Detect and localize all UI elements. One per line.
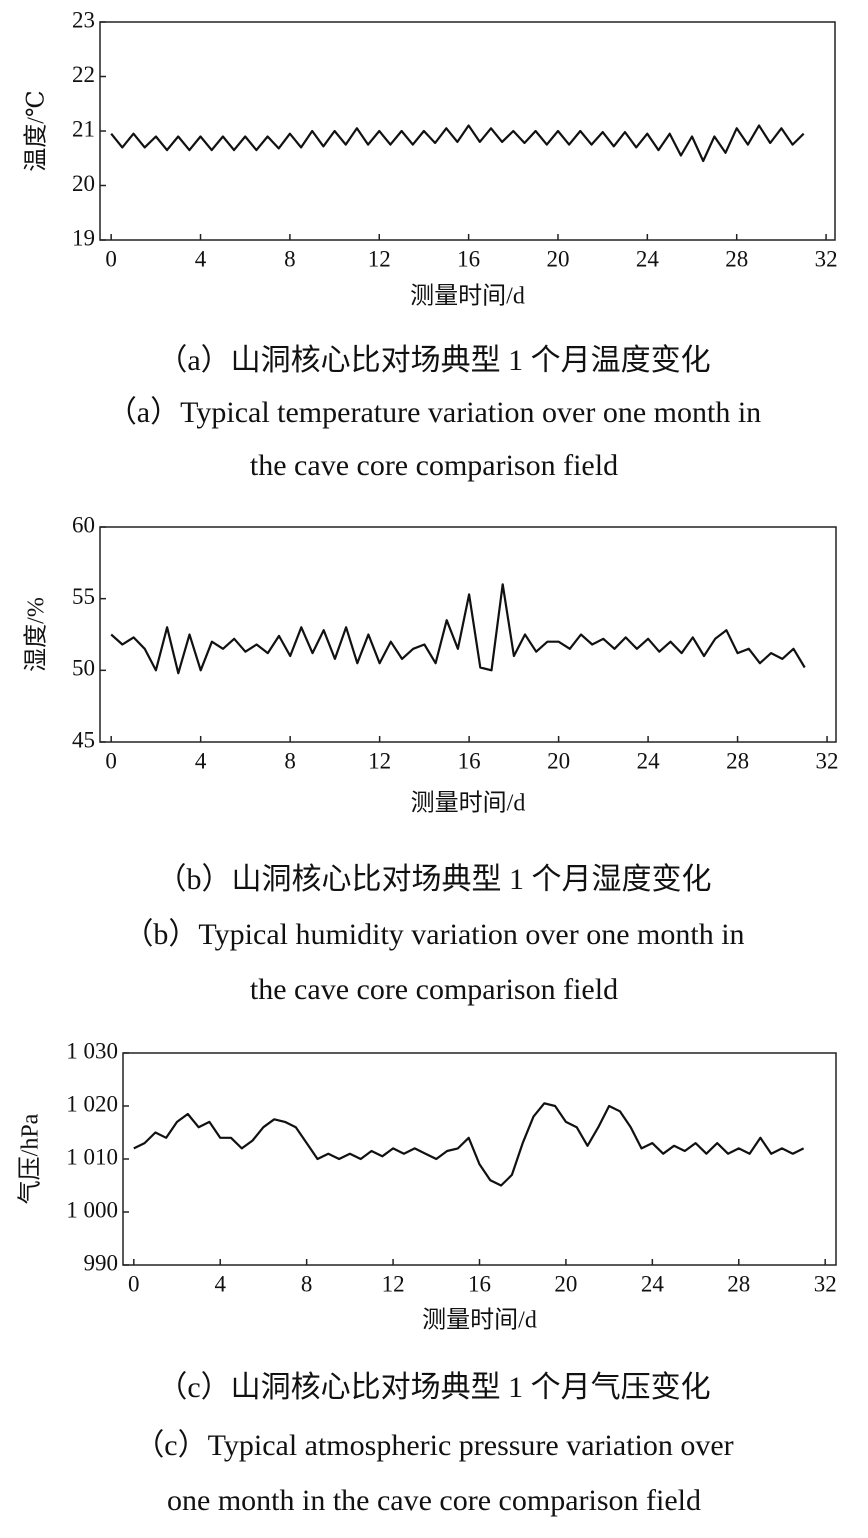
x-tick-label: 0	[105, 246, 117, 271]
plot-frame	[122, 1052, 837, 1266]
y-tick-label: 21	[72, 116, 95, 141]
y-tick-label: 22	[72, 62, 95, 87]
x-tick-label: 16	[468, 1271, 491, 1296]
caption-en: the cave core comparison field	[250, 973, 618, 1006]
x-axis-label: 测量时间/d	[411, 790, 526, 817]
x-tick-label: 4	[195, 748, 207, 773]
x-tick-label: 0	[105, 748, 117, 773]
plot-frame	[99, 526, 837, 743]
plot-frame	[99, 21, 836, 241]
y-axis-label: 气压/hPa	[17, 1113, 44, 1204]
x-axis-label: 测量时间/d	[410, 283, 525, 310]
caption-en: （b）Typical humidity variation over one m…	[123, 918, 744, 951]
x-tick-label: 32	[815, 246, 838, 271]
x-tick-label: 28	[725, 246, 748, 271]
y-tick-label: 1 020	[66, 1091, 118, 1116]
caption-en: one month in the cave core comparison fi…	[167, 1484, 701, 1517]
y-tick-label: 50	[72, 656, 95, 681]
x-tick-label: 8	[301, 1271, 313, 1296]
y-tick-label: 20	[72, 171, 95, 196]
x-tick-label: 4	[195, 246, 207, 271]
x-tick-label: 8	[284, 246, 296, 271]
y-tick-label: 1 030	[66, 1038, 118, 1063]
x-tick-label: 12	[368, 246, 391, 271]
x-tick-label: 20	[547, 748, 570, 773]
y-tick-label: 1 010	[66, 1144, 118, 1169]
caption-en: （a）Typical temperature variation over on…	[107, 396, 761, 429]
x-tick-label: 8	[284, 748, 296, 773]
caption-zh: （c）山洞核心比对场典型 1 个月气压变化	[157, 1371, 710, 1404]
y-tick-label: 1 000	[66, 1197, 118, 1222]
y-tick-label: 60	[72, 512, 95, 537]
x-tick-label: 20	[546, 246, 569, 271]
x-tick-label: 24	[641, 1271, 665, 1296]
caption-en: （c）Typical atmospheric pressure variatio…	[134, 1429, 733, 1462]
y-tick-label: 990	[84, 1250, 119, 1275]
x-tick-label: 12	[382, 1271, 405, 1296]
x-tick-label: 28	[727, 1271, 750, 1296]
data-line	[110, 124, 805, 163]
y-axis-label: 湿度/%	[23, 597, 50, 672]
y-tick-label: 23	[72, 7, 95, 32]
x-tick-label: 0	[128, 1271, 140, 1296]
x-tick-label: 32	[816, 748, 839, 773]
x-tick-label: 16	[458, 748, 481, 773]
x-tick-label: 12	[368, 748, 391, 773]
x-tick-label: 28	[726, 748, 749, 773]
caption-en: the cave core comparison field	[250, 449, 618, 482]
x-tick-label: 16	[457, 246, 480, 271]
y-tick-label: 19	[72, 225, 95, 250]
y-axis-label: 温度/℃	[23, 90, 50, 172]
x-tick-label: 24	[637, 748, 661, 773]
x-tick-label: 32	[814, 1271, 837, 1296]
x-tick-label: 24	[636, 246, 660, 271]
y-tick-label: 55	[72, 584, 95, 609]
x-tick-label: 4	[214, 1271, 226, 1296]
data-line	[133, 1102, 805, 1187]
x-axis-label: 测量时间/d	[422, 1307, 537, 1334]
caption-zh: （b）山洞核心比对场典型 1 个月湿度变化	[157, 863, 712, 896]
y-tick-label: 45	[72, 727, 95, 752]
x-tick-label: 20	[554, 1271, 577, 1296]
caption-zh: （a）山洞核心比对场典型 1 个月温度变化	[157, 344, 710, 377]
data-line	[110, 583, 806, 675]
